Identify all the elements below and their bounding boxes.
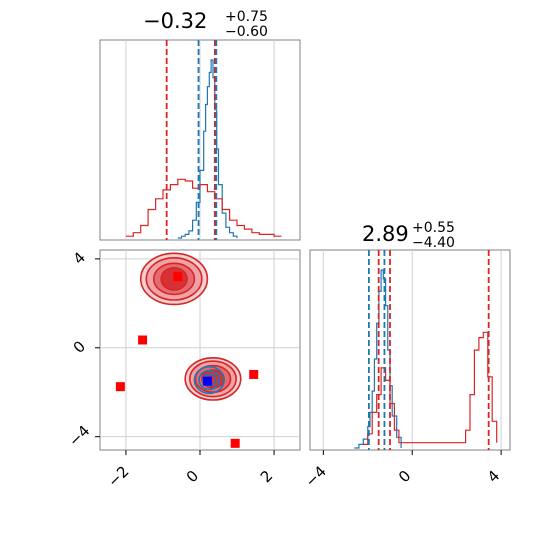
marginal-y-title-minus: −4.40: [412, 235, 455, 251]
joint-y-ticks: 4 0 −4: [65, 248, 100, 450]
marginal-y-histograms: [354, 269, 498, 449]
marginal-x-grid: [125, 40, 275, 240]
marginal-x-panel: −0.32 +0.75 −0.60: [99, 9, 301, 241]
marginal-y-x-ticks: −4 0 4: [302, 450, 503, 491]
marginal-y-quantile-lines: [367, 250, 490, 450]
x-tick-label: 4: [484, 467, 503, 486]
sample-point: [115, 382, 125, 392]
joint-contours: [139, 252, 242, 401]
sample-point: [230, 438, 240, 448]
marginal-y-panel: −4 0 4 2.89 +0.55 −4.40: [302, 220, 511, 491]
marginal-y-title-value: 2.89: [362, 222, 409, 246]
marginal-x-title-minus: −0.60: [225, 24, 268, 40]
sample-point: [173, 272, 183, 282]
joint-panel: −2 0 2 4 0 −4: [65, 248, 301, 491]
joint-points: [115, 272, 259, 448]
contour-level: [201, 373, 217, 387]
x-tick-label: −2: [104, 462, 132, 490]
y-tick-label: 4: [70, 248, 89, 267]
contour-level: [193, 365, 225, 395]
marginal-y-title: 2.89 +0.55 −4.40: [362, 220, 455, 251]
x-tick-label: 2: [257, 467, 276, 486]
x-tick-label: 0: [395, 467, 414, 486]
x-tick-label: −4: [302, 462, 330, 490]
contour-level: [198, 369, 221, 391]
y-tick-label: 0: [70, 337, 89, 356]
marginal-y-frame: [309, 249, 511, 451]
sample-point: [202, 376, 212, 386]
joint-grid: [100, 250, 300, 450]
marginal-x-title-plus: +0.75: [225, 9, 268, 25]
y-tick-label: −4: [65, 422, 93, 450]
histogram-series-1: [363, 331, 498, 445]
sample-point: [249, 369, 259, 379]
marginal-x-histograms: [125, 59, 282, 239]
marginal-x-quantile-lines: [165, 40, 218, 240]
histogram-series-1: [125, 178, 282, 237]
marginal-y-grid: [322, 250, 502, 450]
marginal-x-title: −0.32 +0.75 −0.60: [143, 9, 268, 40]
sample-point: [138, 335, 148, 345]
histogram-series-0: [177, 59, 238, 239]
x-tick-label: 0: [183, 467, 202, 486]
joint-x-ticks: −2 0 2: [104, 450, 276, 491]
marginal-y-title-plus: +0.55: [412, 220, 455, 236]
marginal-x-title-value: −0.32: [143, 9, 207, 33]
